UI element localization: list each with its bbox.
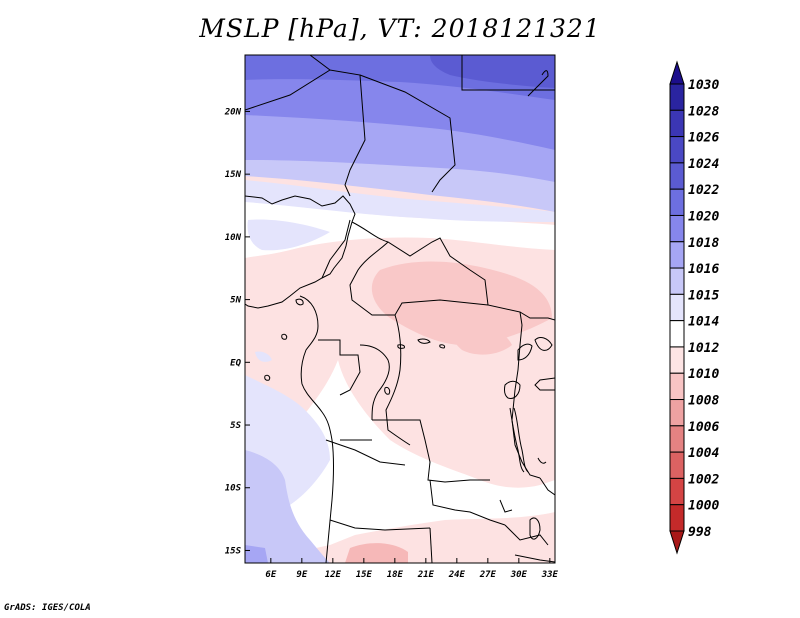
x-tick-label: 9E — [296, 570, 307, 580]
colorbar: 1030 1028 1026 1024 1022 1020 1018 1016 1015 1014… — [669, 60, 719, 555]
colorbar-segment — [669, 109, 685, 138]
colorbar-label: 1020 — [688, 209, 719, 224]
colorbar-label: 1015 — [688, 288, 719, 303]
colorbar-label: 1018 — [688, 236, 719, 251]
x-tick-label: 15E — [356, 570, 373, 580]
colorbar-segment — [669, 372, 685, 401]
colorbar-segment — [669, 477, 685, 506]
colorbar-label: 1022 — [688, 183, 719, 198]
colorbar-segment — [669, 188, 685, 216]
y-tick-label: 5S — [230, 421, 241, 431]
colorbar-segment — [669, 451, 685, 479]
y-tick-label: 15S — [225, 546, 242, 556]
y-tick-label: EQ — [230, 358, 241, 368]
colorbar-label: 1012 — [688, 341, 719, 356]
colorbar-segment — [669, 320, 685, 348]
colorbar-label: 1000 — [688, 499, 719, 514]
colorbar-label: 1014 — [688, 315, 719, 330]
y-tick-label: 15N — [225, 170, 242, 180]
colorbar-label: 1002 — [688, 472, 719, 487]
colorbar-label: 1028 — [688, 104, 719, 119]
x-tick-label: 33E — [541, 570, 559, 580]
colorbar-label: 1016 — [688, 262, 719, 277]
colorbar-label: 1006 — [688, 420, 719, 435]
colorbar-label: 998 — [688, 525, 712, 540]
x-tick-label: 21E — [417, 570, 435, 580]
colorbar-segment — [669, 346, 685, 374]
y-tick-label: 5N — [230, 296, 241, 306]
x-tick-label: 12E — [325, 570, 342, 580]
longitude-axis: 6E 9E 12E 15E 18E 21E 24E 27E 30E 33E — [265, 558, 559, 580]
map-frame — [244, 54, 556, 564]
colorbar-bottom-arrow — [669, 530, 685, 555]
y-tick-label: 10N — [225, 233, 242, 243]
colorbar-label: 1026 — [688, 131, 719, 146]
colorbar-segment — [669, 214, 685, 243]
colorbar-label: 1004 — [688, 446, 719, 461]
figure-title: MSLP [hPa], VT: 2018121321 — [199, 14, 601, 43]
colorbar-segment — [669, 162, 685, 190]
colorbar-label: 1010 — [688, 367, 719, 382]
y-tick-label: 10S — [225, 484, 242, 494]
colorbar-segment — [669, 504, 685, 532]
coastlines-and-borders — [245, 55, 555, 563]
latitude-axis: 20N 15N 10N 5N EQ 5S 10S 15S — [224, 107, 250, 556]
x-tick-label: 30E — [510, 570, 528, 580]
colorbar-segment — [669, 293, 685, 322]
colorbar-label: 1024 — [688, 157, 719, 172]
x-tick-label: 6E — [265, 570, 276, 580]
colorbar-label: 1008 — [688, 394, 719, 409]
colorbar-segment — [669, 136, 685, 164]
x-tick-label: 27E — [479, 570, 497, 580]
y-tick-label: 20N — [224, 107, 242, 117]
colorbar-segment — [669, 83, 685, 111]
colorbar-label: 1030 — [688, 78, 719, 93]
x-tick-label: 24E — [448, 570, 466, 580]
colorbar-segment — [669, 267, 685, 295]
pressure-field — [245, 55, 555, 563]
x-tick-label: 18E — [387, 570, 404, 580]
grads-credit: GrADS: IGES/COLA — [4, 603, 91, 613]
colorbar-segment — [669, 425, 685, 453]
colorbar-segment — [669, 241, 685, 269]
colorbar-segment — [669, 399, 685, 427]
colorbar-top-arrow — [669, 60, 685, 85]
